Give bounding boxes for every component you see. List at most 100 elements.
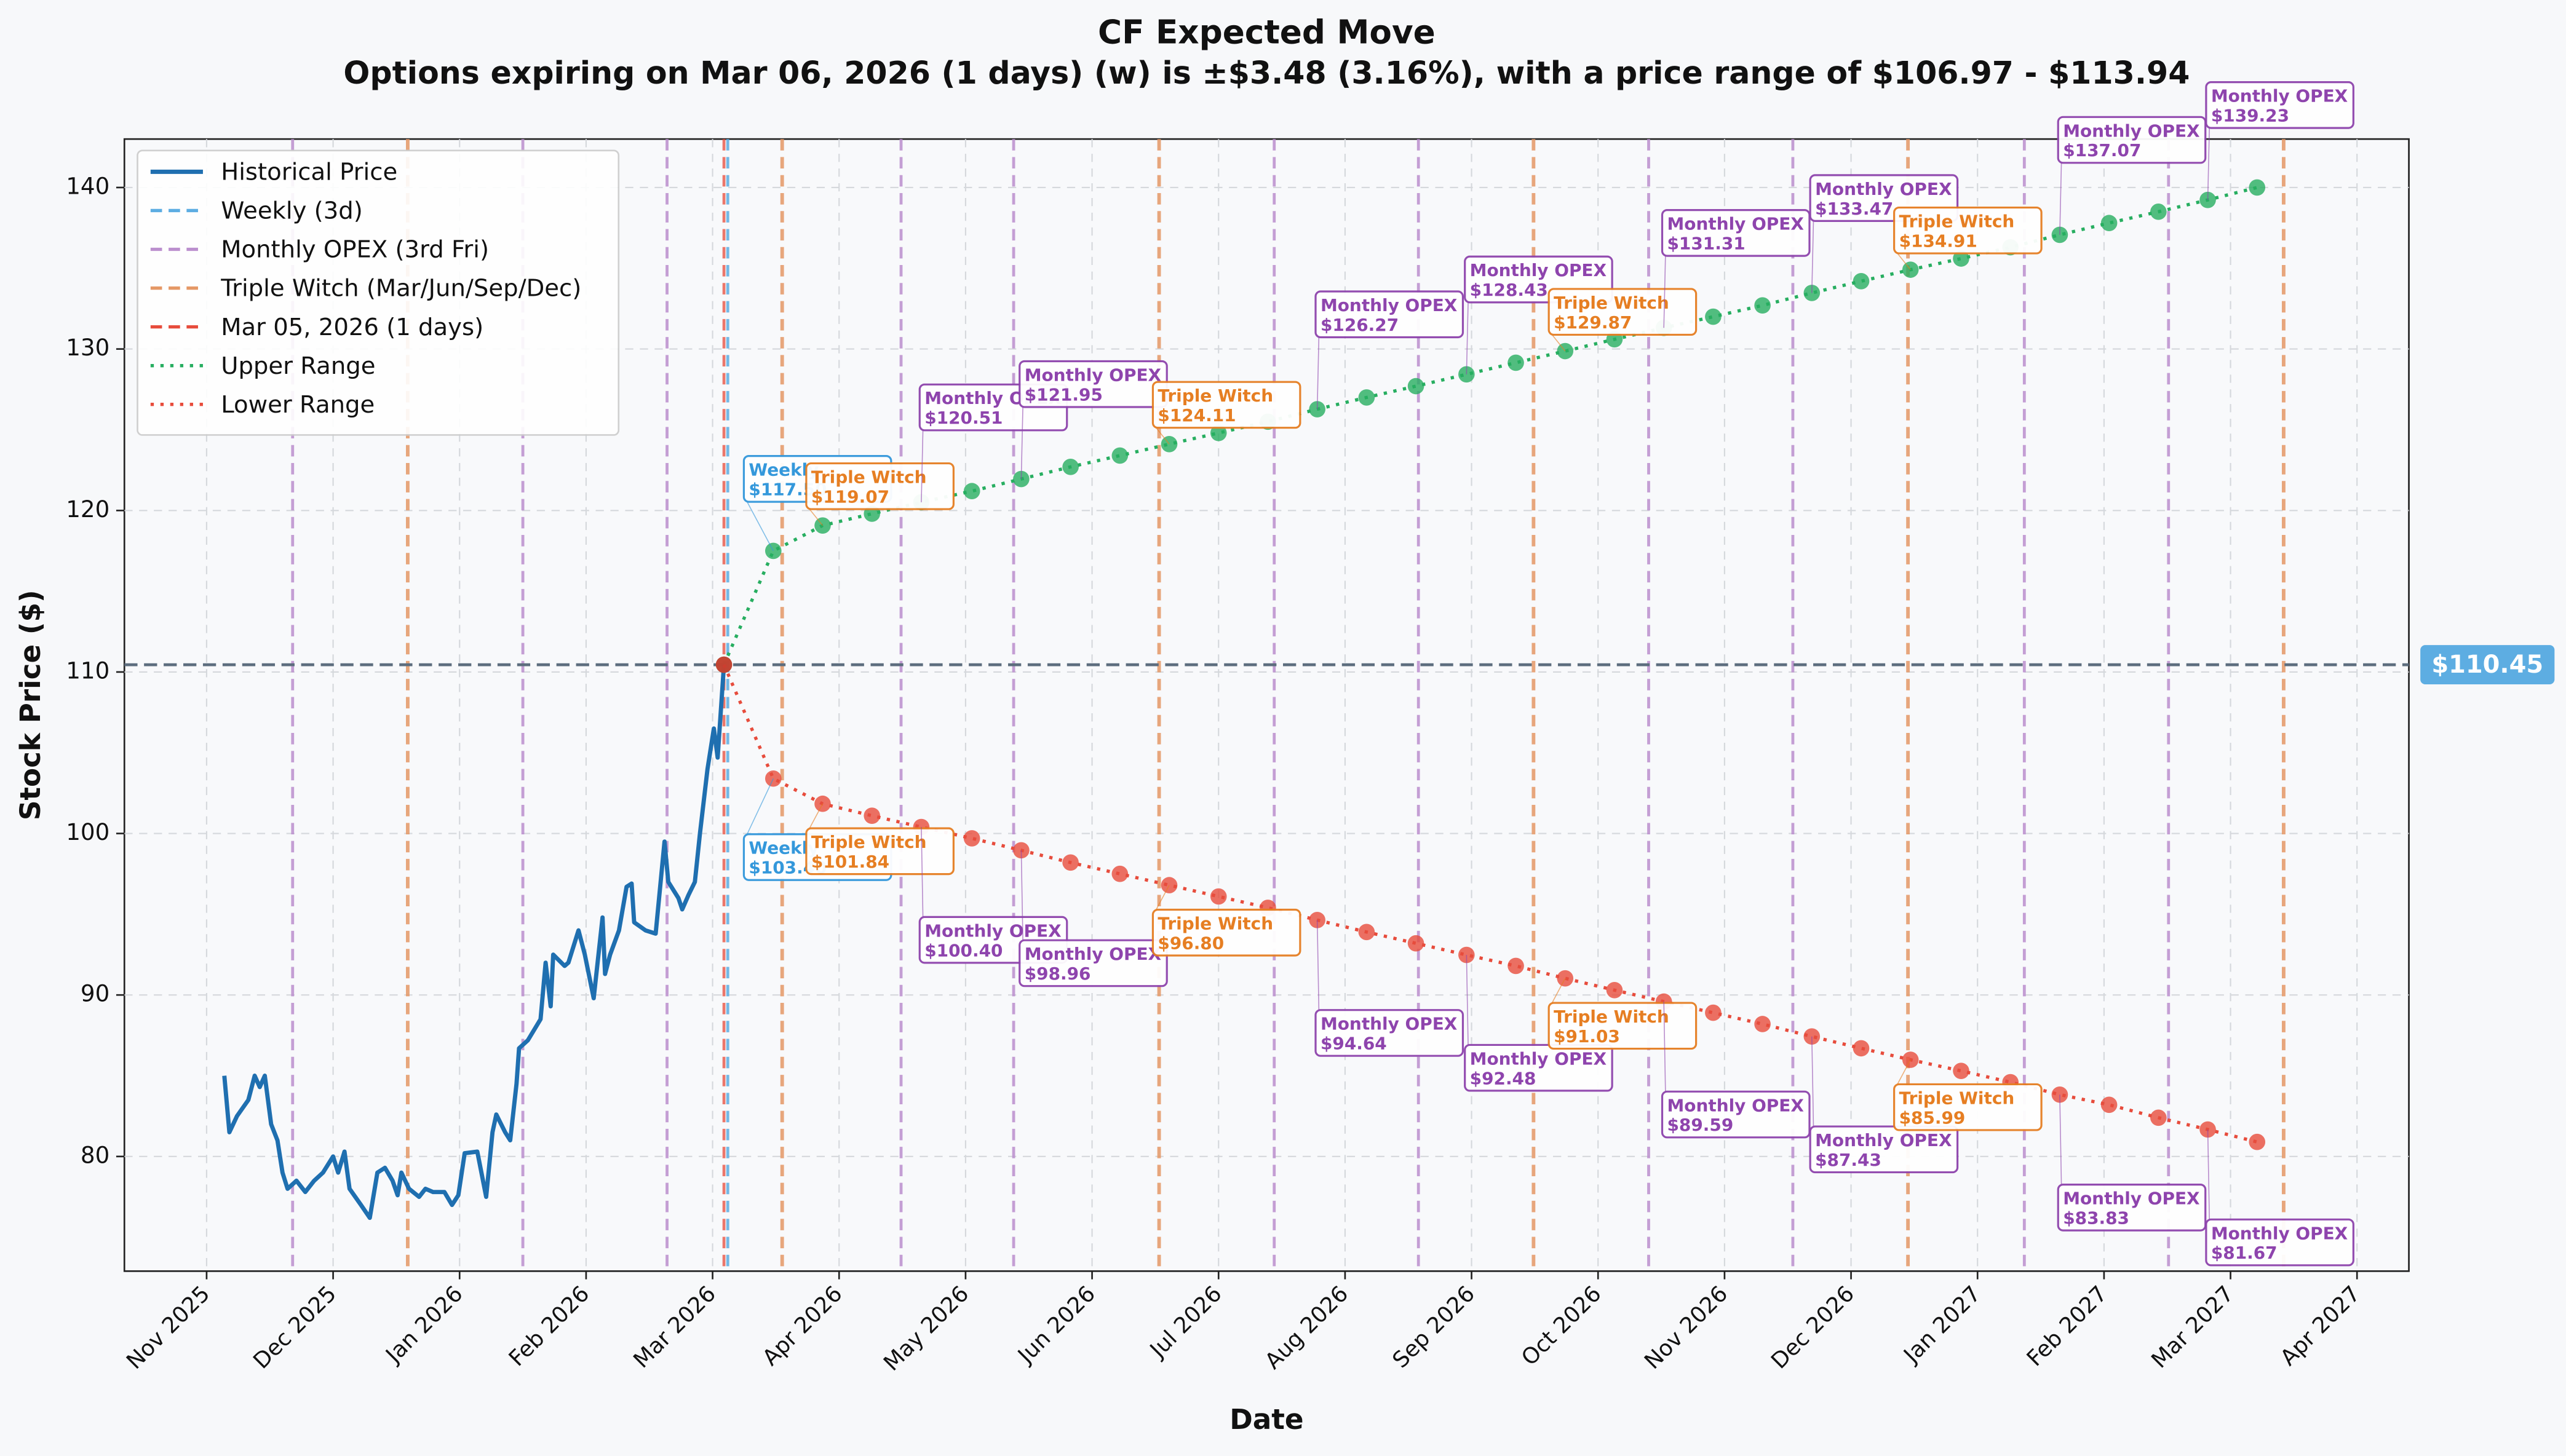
annotation-connector [1551,334,1566,352]
range-point [1754,1016,1771,1032]
annotation-connector [809,508,824,526]
annotation-connector [1897,253,1911,271]
annotation-box [1151,908,1301,957]
annotation-connector [1811,221,1814,293]
annotation-value: $124.11 [1158,405,1236,425]
y-tick-label: 80 [81,1141,109,1168]
annotation-value: $126.27 [1321,315,1399,335]
annotation-title: Monthly OPEX [1025,365,1161,385]
annotation-value: $89.59 [1667,1115,1734,1135]
range-point [1210,888,1227,905]
range-point [2150,204,2167,220]
annotation-connector [1020,850,1023,941]
range-point [2100,215,2118,232]
annotation-connector [747,778,774,835]
annotation-connector [1466,955,1469,1045]
annotation-box [1314,1009,1464,1057]
range-point [1705,308,1722,325]
annotation-value: $92.48 [1470,1068,1536,1088]
annotation-title: Triple Witch [1158,386,1273,406]
annotation-box [1809,1125,1959,1174]
annotation-connector [1897,1059,1911,1085]
annotation-box [1547,1002,1698,1050]
annotation-title: Monthly OPEX [1667,214,1804,234]
annotation-value: $134.91 [1899,231,1977,251]
annotation-value: $100.40 [924,940,1003,960]
range-line [722,664,2258,1144]
chart-title: CF Expected Move [1098,14,1436,52]
y-axis-label: Stock Price ($) [14,590,47,820]
x-axis-label: Date [1229,1403,1303,1436]
annotation-connector [921,827,924,917]
annotation-value: $139.23 [2211,105,2289,125]
annotation-value: $96.80 [1158,933,1224,953]
range-point [1803,1028,1821,1045]
range-point [963,483,980,500]
range-point [1407,935,1424,952]
chart-subtitle: Options expiring on Mar 06, 2026 (1 days… [343,55,2190,91]
annotation-box [1661,209,1811,257]
range-point [1803,285,1821,301]
annotation-connector [2207,1129,2210,1220]
range-point [1953,1062,1969,1079]
annotation-connector [1551,978,1566,1003]
annotation-connector [2059,1094,2062,1185]
annotation-box [1547,288,1698,336]
annotation-title: Monthly OPEX [1470,260,1607,280]
range-point [1407,378,1424,395]
annotation-box [2205,81,2354,129]
annotation-box [1314,290,1464,339]
annotation-connector [1466,302,1469,374]
range-point [1111,865,1129,882]
legend-label: Weekly (3d) [221,197,363,225]
range-point [1953,250,1969,267]
range-point [864,807,881,824]
annotation-title: Monthly OPEX [1025,944,1161,964]
annotation-connector [1020,406,1023,480]
annotation-connector [1316,920,1320,1010]
annotation-connector [1811,1036,1814,1127]
range-point [2100,1096,2118,1114]
range-point [1111,447,1129,464]
annotation-value: $133.47 [1815,199,1893,219]
range-point [2249,179,2266,196]
annotation-title: Monthly OPEX [924,920,1061,941]
annotation-box [1464,1043,1613,1092]
annotation-value: $85.99 [1899,1107,1966,1128]
range-point [1606,982,1623,999]
annotation-title: Monthly OPEX [1815,179,1952,199]
range-point [1853,1040,1870,1057]
annotation-box [1893,1083,2043,1131]
annotation-value: $129.87 [1554,312,1632,333]
range-point [1705,1004,1722,1021]
annotation-box [1151,381,1301,429]
range-point [963,830,980,847]
annotation-value: $83.83 [2063,1208,2129,1228]
price-line [222,664,726,1221]
annotation-title: Monthly OPEX [1321,295,1457,315]
annotation-title: Triple Witch [1899,1088,2015,1108]
annotation-title: Triple Witch [811,832,927,852]
range-point [1358,924,1375,941]
annotation-title: Triple Witch [1554,1007,1669,1027]
annotation-box [2205,1218,2354,1267]
annotation-box [1019,939,1168,987]
range-point [1853,272,1870,290]
legend-label: Mar 05, 2026 (1 days) [221,314,483,341]
annotation-connector [747,501,774,552]
annotation-value: $131.31 [1667,234,1746,254]
range-point [1507,354,1524,371]
annotation-title: Monthly OPEX [1667,1095,1804,1115]
range-point [2150,1109,2167,1126]
annotation-title: Triple Witch [1158,913,1273,933]
current-price-label: $110.45 [2431,651,2543,679]
annotation-title: Monthly OPEX [2063,1189,2199,1209]
legend-label: Upper Range [221,352,375,380]
legend-label: Historical Price [221,159,397,186]
legend-label: Lower Range [221,391,375,419]
annotation-box [805,462,955,510]
annotation-title: Triple Witch [1899,211,2015,231]
annotation-title: Monthly OPEX [1815,1130,1952,1150]
annotation-box [2057,116,2207,164]
y-tick-label: 130 [66,334,109,361]
